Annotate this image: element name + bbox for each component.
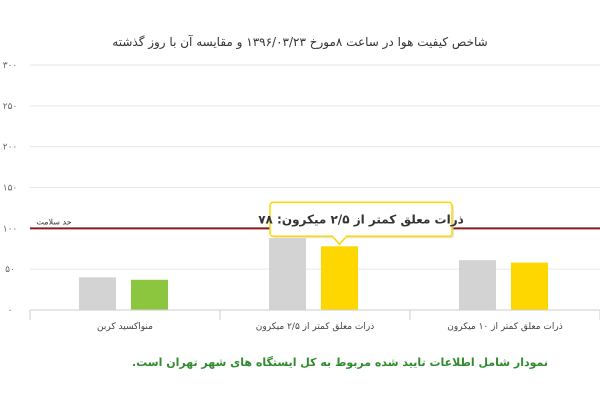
bar[interactable]: [321, 246, 358, 310]
tooltip-text: ذرات معلق کمتر از ۲/۵ میکرون: ۷۸: [258, 212, 464, 227]
x-tick-label: ذرات معلق کمتر از ۲/۵ میکرون: [256, 322, 374, 332]
y-axis: ۰ ۵۰ ۱۰۰ ۱۵۰ ۲۰۰ ۲۵۰ ۳۰۰: [3, 61, 18, 316]
chart-title: شاخص کیفیت هوا در ساعت ۸مورخ ۱۳۹۶/۰۳/۲۳ …: [112, 34, 487, 50]
bar[interactable]: [269, 238, 306, 310]
y-tick-label: ۲۵۰: [3, 102, 18, 112]
y-tick-label: ۱۰۰: [3, 224, 18, 234]
y-tick-label: ۳۰۰: [3, 61, 18, 71]
bar[interactable]: [511, 262, 548, 310]
y-tick-label: ۱۵۰: [3, 184, 18, 194]
reference-line-label: حد سلامت: [36, 217, 71, 226]
footnote: نمودار شامل اطلاعات تایید شده مربوط به ک…: [132, 356, 548, 369]
y-tick-label: ۵۰: [5, 265, 15, 275]
y-tick-label: ۲۰۰: [3, 143, 18, 153]
x-tick-label: ذرات معلق کمتر از ۱۰ میکرون: [447, 322, 562, 332]
y-tick-label: ۰: [8, 306, 13, 316]
x-axis: منواکسید کربن ذرات معلق کمتر از ۲/۵ میکرو…: [29, 309, 600, 332]
bars: [79, 238, 548, 310]
x-tick-label: منواکسید کربن: [97, 322, 153, 332]
bar[interactable]: [131, 279, 168, 310]
tooltip-pointer: [330, 235, 349, 246]
tooltip-pointer-mask: [333, 234, 346, 238]
bar[interactable]: [459, 260, 496, 310]
tooltip: ذرات معلق کمتر از ۲/۵ میکرون: ۷۸: [258, 201, 464, 246]
tooltip-box: [269, 201, 453, 238]
bar[interactable]: [79, 277, 116, 310]
grid-lines: [30, 64, 600, 270]
